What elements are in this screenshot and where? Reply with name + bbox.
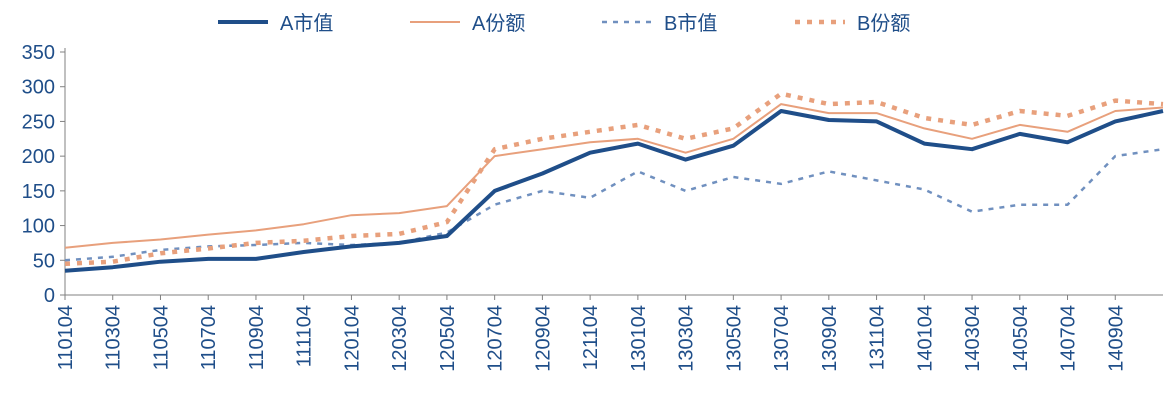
plot-area (64, 91, 1164, 273)
series-line-0 (64, 109, 1164, 273)
x-tick-label: 110704 (198, 305, 220, 370)
series-line-1 (64, 103, 1164, 249)
y-tick-label: 150 (22, 181, 55, 203)
x-tick-label: 140504 (1010, 305, 1032, 372)
series-line-3 (64, 91, 1164, 267)
x-tick-label: 140104 (914, 305, 936, 372)
x-tick-label: 111104 (294, 305, 316, 367)
x-tick-label: 130704 (771, 305, 793, 372)
y-tick-label: 100 (22, 216, 55, 238)
x-tick-label: 110104 (55, 305, 77, 370)
x-tick-label: 130904 (819, 305, 841, 372)
x-tick-label: 121104 (580, 305, 602, 370)
y-tick-label: 350 (22, 42, 55, 64)
x-tick-label: 110904 (246, 305, 268, 370)
x-tick-label: 130504 (723, 305, 745, 372)
x-tick-label: 120304 (389, 305, 411, 372)
x-tick-label: 110504 (150, 305, 172, 370)
x-tick-label: 120904 (532, 305, 554, 372)
y-tick-label: 0 (44, 285, 55, 307)
y-tick-label: 200 (22, 146, 55, 168)
legend-label-2: B市值 (664, 12, 717, 35)
x-tick-label: 140904 (1105, 305, 1127, 372)
series-line-2 (64, 147, 1164, 262)
legend-label-3: B份额 (857, 12, 910, 35)
legend-label-0: A市值 (280, 12, 333, 35)
x-tick-label: 120704 (485, 305, 507, 372)
x-tick-label: 120504 (437, 305, 459, 372)
axes: 0 50 100 150 200 250 300 350 110104 110304 110504 1… (22, 42, 1163, 372)
x-tick-label: 130104 (628, 305, 650, 372)
y-tick-label: 250 (22, 111, 55, 133)
x-tick-label: 110304 (103, 305, 125, 370)
x-tick-label: 131104 (867, 305, 889, 370)
x-tick-label: 120104 (341, 305, 363, 372)
x-tick-label: 140304 (962, 305, 984, 372)
y-tick-label: 300 (22, 77, 55, 99)
y-tick-label: 50 (33, 250, 55, 272)
x-tick-label: 140704 (1058, 305, 1080, 372)
legend-label-1: A份额 (472, 12, 525, 35)
legend: A市值 A份额 B市值 B份额 (218, 12, 910, 35)
x-tick-label: 130304 (676, 305, 698, 372)
